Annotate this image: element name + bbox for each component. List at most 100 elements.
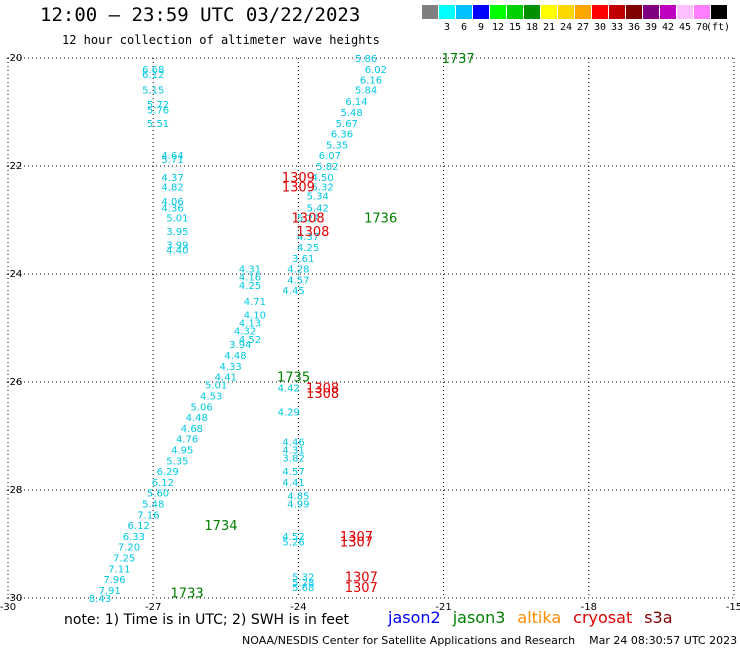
swh-value: 4.41: [282, 478, 304, 489]
scale-swatch: [660, 5, 676, 19]
scale-label: 39: [644, 22, 658, 33]
swh-value: 5.42: [307, 204, 329, 215]
lat-tick-label: -30: [6, 593, 22, 604]
swh-value: 6.33: [123, 532, 145, 543]
pass-time-label: 1307: [340, 535, 373, 550]
swh-value: 5.26: [282, 537, 304, 548]
swh-value: 4.31: [239, 265, 261, 276]
swh-value: 6.68: [142, 65, 164, 76]
legend-entry: cryosat: [573, 608, 633, 627]
swh-value: 4.57: [287, 275, 309, 286]
map-title: 12:00 — 23:59 UTC 03/22/2023: [40, 4, 361, 26]
swh-value: 6.12: [142, 70, 164, 81]
swh-value: 4.50: [311, 173, 333, 184]
swh-value: 6.02: [365, 65, 387, 76]
pass-time-label: 1308: [306, 387, 339, 402]
swh-value: 4.82: [161, 183, 183, 194]
scale-label: 18: [525, 22, 539, 33]
scale-swatch: [643, 5, 659, 19]
swh-value: 5.01: [205, 381, 227, 392]
swh-value: 7.96: [103, 575, 125, 586]
scale-label: 9: [477, 22, 485, 33]
credit-line: NOAA/NESDIS Center for Satellite Applica…: [242, 634, 738, 647]
swh-value: 6.07: [319, 151, 341, 162]
swh-value: 4.25: [239, 281, 261, 292]
swh-value: 7.20: [118, 543, 140, 554]
pass-time-label: 1307: [340, 530, 373, 545]
scale-label: 33: [610, 22, 624, 33]
swh-value: 4.16: [239, 273, 261, 284]
swh-value: 6.16: [360, 76, 382, 87]
swh-value: 5.34: [307, 192, 329, 203]
swh-value: 5.86: [355, 54, 377, 65]
map-subtitle: 12 hour collection of altimeter wave hei…: [62, 33, 380, 47]
swh-value: 3.95: [166, 227, 188, 238]
scale-unit: (ft): [706, 22, 731, 33]
lat-tick-label: -24: [6, 269, 22, 280]
swh-value: 4.99: [287, 500, 309, 511]
swh-value: 4.31: [282, 446, 304, 457]
swh-value: 3.94: [229, 340, 251, 351]
swh-value: 6.14: [345, 97, 367, 108]
swh-value: 4.41: [215, 373, 237, 384]
swh-value: 7.11: [108, 564, 130, 575]
pass-time-label: 1309: [282, 181, 315, 196]
swh-value: 5.51: [147, 119, 169, 130]
swh-value: 4.25: [297, 243, 319, 254]
swh-value: 7.91: [99, 586, 121, 597]
swh-value: 4.37: [161, 173, 183, 184]
swh-value: 4.53: [200, 392, 222, 403]
swh-value: 4.52: [239, 335, 261, 346]
lon-tick-label: -30: [0, 602, 16, 613]
swh-value: 4.10: [244, 311, 266, 322]
scale-label: 21: [542, 22, 556, 33]
swh-value: 5.01: [166, 213, 188, 224]
scale-swatch: [558, 5, 574, 19]
scale-swatch: [694, 5, 710, 19]
legend-entry: s3a: [644, 608, 673, 627]
swh-value: 4.29: [278, 408, 300, 419]
swh-value: 4.45: [282, 286, 304, 297]
swh-value: 6.12: [152, 478, 174, 489]
swh-value: 5.06: [190, 402, 212, 413]
swh-value: 4.06: [161, 197, 183, 208]
pass-time-label: 1308: [296, 225, 329, 240]
scale-label: 45: [678, 22, 692, 33]
swh-value: 6.29: [157, 467, 179, 478]
swh-value: 4.64: [161, 151, 183, 162]
scale-label: 36: [627, 22, 641, 33]
swh-value: 4.71: [244, 297, 266, 308]
satellite-legend: jason2 jason3 altika cryosat s3a: [388, 608, 685, 627]
lon-tick-label: -24: [290, 602, 306, 613]
scale-swatch: [592, 5, 608, 19]
scale-swatch: [422, 5, 438, 19]
swh-value: 5.68: [292, 583, 314, 594]
pass-time-label: 1307: [345, 570, 378, 585]
pass-time-label: 1307: [345, 581, 378, 596]
scale-label: 30: [593, 22, 607, 33]
swh-value: 5.32: [292, 572, 314, 583]
swh-value: 5.84: [355, 85, 377, 96]
scale-swatch: [541, 5, 557, 19]
scale-swatch: [507, 5, 523, 19]
pass-time-label: 1736: [364, 211, 397, 226]
legend-entry: jason2: [388, 608, 441, 627]
scale-swatch: [575, 5, 591, 19]
swh-value: 3.82: [282, 454, 304, 465]
lon-tick-label: -18: [581, 602, 597, 613]
swh-value: 4.52: [282, 532, 304, 543]
swh-value: 5.82: [316, 162, 338, 173]
swh-value: 5.35: [166, 456, 188, 467]
swh-value: 4.42: [278, 383, 300, 394]
lon-tick-label: -15: [726, 602, 740, 613]
scale-swatch: [711, 5, 727, 19]
pass-time-label: 1734: [204, 519, 237, 534]
scale-swatch: [609, 5, 625, 19]
swh-value: 5.35: [326, 140, 348, 151]
swh-value: 7.16: [137, 510, 159, 521]
swh-value: 6.36: [331, 130, 353, 141]
scale-swatch: [626, 5, 642, 19]
swh-value: 5.48: [341, 108, 363, 119]
scale-swatch: [473, 5, 489, 19]
